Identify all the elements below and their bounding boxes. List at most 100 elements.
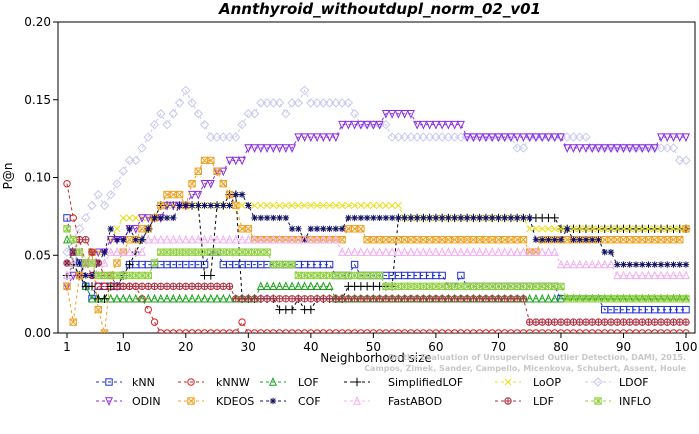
point-fastabod <box>244 234 253 244</box>
series-fastabod <box>63 234 690 280</box>
point-ldof <box>268 98 279 108</box>
point-knnw <box>613 329 621 333</box>
point-kdeos <box>357 225 365 233</box>
point-loop <box>619 225 628 233</box>
point-odin <box>431 120 440 130</box>
point-fastabod <box>281 234 290 244</box>
point-lof <box>538 293 547 303</box>
point-cof <box>301 236 308 243</box>
legend-marker-knn <box>105 378 113 386</box>
point-odin <box>244 144 253 153</box>
point-knnw <box>200 329 209 333</box>
point-ldf <box>544 318 553 326</box>
point-kdeos <box>676 235 684 244</box>
point-ldof <box>62 247 72 257</box>
point-fastabod <box>163 234 172 244</box>
point-loop <box>632 225 640 233</box>
point-knnw <box>275 329 284 333</box>
point-cof <box>270 214 277 222</box>
point-odin <box>269 144 278 153</box>
point-cof <box>457 214 465 222</box>
point-knnw <box>169 329 177 333</box>
point-inflo <box>363 271 371 280</box>
point-cof <box>382 214 390 222</box>
point-ldof <box>393 132 404 142</box>
point-inflo <box>238 248 246 256</box>
point-knnw <box>225 329 234 333</box>
point-ldf <box>138 282 146 291</box>
point-kdeos <box>382 235 390 244</box>
point-fastabod <box>625 270 634 280</box>
point-ldf <box>132 282 140 291</box>
point-ldf <box>582 318 590 326</box>
point-ldf <box>557 318 565 326</box>
point-cof <box>332 225 340 233</box>
point-odin <box>563 144 572 153</box>
point-fastabod <box>606 259 615 269</box>
point-odin <box>556 133 565 143</box>
point-ldof <box>437 132 447 142</box>
point-ldof <box>562 132 572 142</box>
point-fastabod <box>669 270 678 280</box>
point-kdeos <box>94 305 102 314</box>
point-inflo <box>482 282 490 291</box>
point-odin <box>438 120 447 130</box>
point-fastabod <box>419 247 428 256</box>
point-ldf <box>357 295 365 303</box>
point-knnw <box>144 305 152 314</box>
point-ldof <box>568 132 579 142</box>
point-ldof <box>193 109 204 119</box>
point-loop <box>94 248 102 256</box>
point-ldof <box>212 132 222 142</box>
point-knnw <box>488 329 496 333</box>
point-knnw <box>419 329 428 333</box>
point-odin <box>569 144 578 153</box>
point-lof <box>113 293 121 303</box>
point-kdeos <box>244 225 253 233</box>
point-cof <box>470 214 477 222</box>
point-ldf <box>94 259 102 267</box>
point-cof <box>307 225 315 233</box>
point-loop <box>569 225 578 233</box>
point-ldf <box>444 295 453 303</box>
point-ldf <box>494 295 503 303</box>
point-ldf <box>188 282 196 291</box>
point-fastabod <box>538 247 547 256</box>
legend-label-fastabod: FastABOD <box>388 395 442 408</box>
point-ldof <box>274 98 285 108</box>
point-odin <box>281 144 290 153</box>
point-cof <box>420 214 427 222</box>
point-lof <box>169 293 178 303</box>
point-ldof <box>81 213 91 223</box>
point-ldf <box>307 295 315 303</box>
point-ldof <box>324 98 335 108</box>
point-fastabod <box>531 247 540 256</box>
series-line-odin <box>66 113 686 287</box>
point-ldf <box>457 295 465 303</box>
point-cof <box>201 202 208 209</box>
point-ldof <box>312 98 322 108</box>
legend-label-lof: LOF <box>298 376 319 389</box>
point-odin <box>494 133 503 143</box>
point-kdeos <box>626 235 634 244</box>
point-ldof <box>199 119 210 130</box>
point-cof <box>413 214 421 222</box>
point-loop <box>669 225 678 233</box>
point-ldf <box>594 318 603 326</box>
y-axis: 0.00 0.05 0.10 0.15 0.20 <box>24 15 58 340</box>
point-lof <box>225 293 234 303</box>
legend-label-kdeos: KDEOS <box>216 395 254 408</box>
point-cof <box>576 236 583 243</box>
point-cof <box>482 214 490 222</box>
point-ldf <box>532 318 540 326</box>
point-knn <box>438 271 446 280</box>
point-cof <box>251 214 258 222</box>
point-fastabod <box>263 234 272 244</box>
point-simplifiedlof <box>550 213 559 223</box>
point-fastabod <box>425 247 434 256</box>
point-fastabod <box>150 234 159 244</box>
point-ldf <box>519 295 528 303</box>
point-cof <box>670 261 677 268</box>
legend-marker-ldf <box>504 397 512 405</box>
point-loop <box>676 225 684 233</box>
